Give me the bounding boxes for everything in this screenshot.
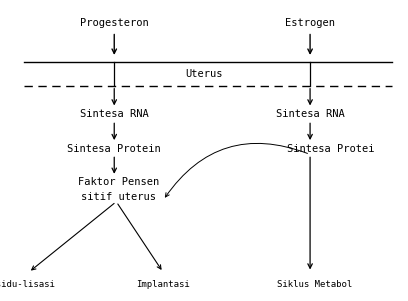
Text: sitif uterus: sitif uterus: [81, 192, 156, 202]
Text: Implantasi: Implantasi: [136, 280, 190, 289]
Text: Siklus Metabol: Siklus Metabol: [277, 280, 352, 289]
Text: Desidu-lisasi: Desidu-lisasi: [0, 280, 55, 289]
Text: Sintesa RNA: Sintesa RNA: [276, 109, 344, 119]
Text: Estrogen: Estrogen: [285, 17, 335, 28]
Text: Sintesa RNA: Sintesa RNA: [80, 109, 149, 119]
Text: Sintesa Protein: Sintesa Protein: [67, 144, 161, 154]
Text: Faktor Pensen: Faktor Pensen: [78, 177, 159, 187]
Text: Progesteron: Progesteron: [80, 17, 149, 28]
Text: Uterus: Uterus: [185, 69, 223, 79]
Text: Sintesa Protei: Sintesa Protei: [287, 144, 374, 154]
